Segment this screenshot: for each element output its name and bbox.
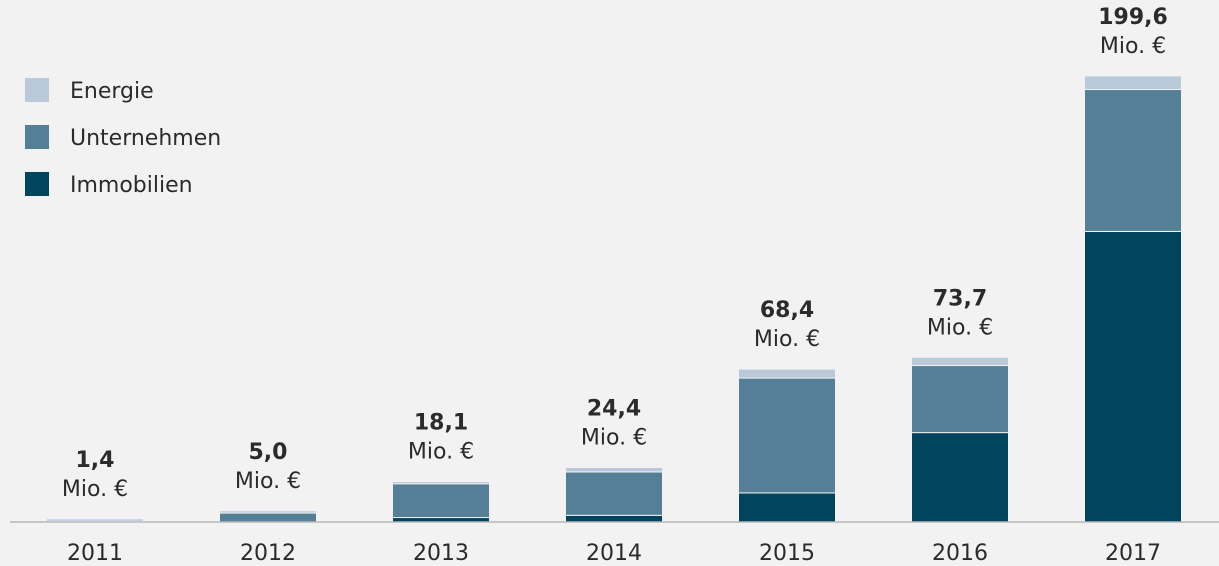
bar-segment-immobilien-2017: [1084, 230, 1182, 523]
bar-segment-energie-2013: [392, 481, 490, 485]
x-tick-label-2015: 2015: [759, 541, 815, 566]
total-value-label-2013: 18,1: [414, 411, 468, 436]
legend-label-immobilien: Immobilien: [70, 173, 193, 198]
x-tick-label-2016: 2016: [932, 541, 988, 566]
bar-segment-immobilien-2016: [911, 432, 1009, 523]
bar-segment-energie-2011: [46, 518, 144, 522]
total-value-label-2015: 68,4: [760, 298, 814, 323]
total-value-label-2016: 73,7: [933, 286, 987, 311]
legend: Energie Unternehmen Immobilien: [25, 78, 221, 198]
total-unit-label-2017: Mio. €: [1100, 34, 1166, 59]
total-value-label-2011: 1,4: [76, 448, 115, 473]
total-value-label-2014: 24,4: [587, 396, 641, 421]
x-tick-label-2013: 2013: [413, 541, 469, 566]
legend-swatch-unternehmen: [25, 125, 49, 149]
bar-segment-immobilien-2015: [738, 492, 836, 523]
bar-segment-unternehmen-2015: [738, 377, 836, 494]
total-unit-label-2011: Mio. €: [62, 477, 128, 502]
total-labels: 1,4 Mio. € 5,0 Mio. € 18,1 Mio. € 24,4 Mio. € 68…: [62, 5, 1168, 502]
total-unit-label-2015: Mio. €: [754, 327, 820, 352]
x-tick-labels: 2011 2012 2013 2014 2015 2016 2017: [67, 541, 1161, 566]
bar-segment-energie-2016: [911, 356, 1009, 367]
bar-segment-immobilien-2014: [565, 514, 663, 523]
bar-segment-energie-2014: [565, 466, 663, 473]
legend-label-energie: Energie: [70, 79, 154, 104]
total-unit-label-2013: Mio. €: [408, 440, 474, 465]
legend-swatch-energie: [25, 78, 49, 102]
bar-segment-energie-2015: [738, 368, 836, 379]
bar-segment-energie-2017: [1084, 75, 1182, 91]
x-tick-label-2012: 2012: [240, 541, 296, 566]
total-unit-label-2014: Mio. €: [581, 425, 647, 450]
x-tick-label-2011: 2011: [67, 541, 123, 566]
x-tick-label-2017: 2017: [1105, 541, 1161, 566]
legend-swatch-immobilien: [25, 172, 49, 196]
total-unit-label-2012: Mio. €: [235, 469, 301, 494]
bar-segment-unternehmen-2017: [1084, 89, 1182, 232]
x-tick-label-2014: 2014: [586, 541, 642, 566]
total-value-label-2012: 5,0: [249, 440, 288, 465]
bar-segment-unternehmen-2013: [392, 483, 490, 519]
bars: [46, 75, 1182, 523]
legend-label-unternehmen: Unternehmen: [70, 126, 221, 151]
total-unit-label-2016: Mio. €: [927, 315, 993, 340]
bar-segment-energie-2012: [219, 510, 317, 514]
total-value-label-2017: 199,6: [1098, 5, 1168, 30]
bar-segment-unternehmen-2014: [565, 471, 663, 516]
bar-segment-unternehmen-2012: [219, 512, 317, 523]
bar-segment-unternehmen-2016: [911, 365, 1009, 434]
